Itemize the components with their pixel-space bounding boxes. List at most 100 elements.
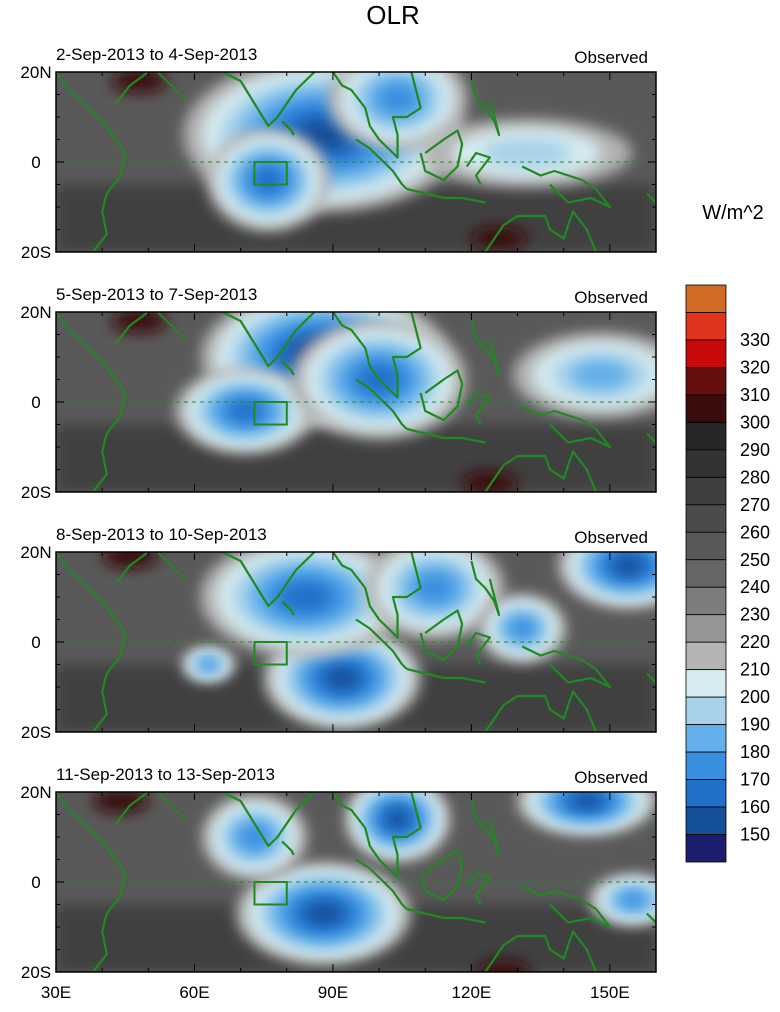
coastline-2 [115, 312, 149, 345]
warm-center-1 [111, 312, 168, 333]
warm-center-1 [111, 72, 168, 93]
colorbar-box [685, 724, 727, 753]
coastline-5 [281, 600, 295, 616]
convective-center-5-level-5 [510, 619, 535, 638]
x-tick-label: 30E [41, 983, 71, 1002]
colorbar-box [685, 367, 727, 396]
y-tick-label: 20S [21, 243, 51, 262]
colorbar-box [685, 614, 727, 643]
colorbar-box [685, 751, 727, 780]
coastline-4 [221, 312, 316, 368]
colorbar-label: 280 [740, 467, 770, 487]
coastline-7 [355, 858, 408, 910]
coastline-10 [465, 631, 491, 666]
coastline-6 [332, 72, 422, 159]
coastline-6 [332, 552, 422, 639]
colorbar-label: 260 [740, 522, 770, 542]
coastline-9 [419, 369, 464, 422]
colorbar: W/m^2 150 160 170 180 190 200 210 220 230 240 250 2… [685, 202, 770, 863]
panel-2: 20N 0 20S 5-Sep-2013 to 7-Sep-2013 Observed [20, 285, 657, 502]
index-box [253, 881, 288, 906]
coastline-6 [332, 792, 422, 879]
coastline-3 [156, 72, 186, 100]
convective-center-3-level-5 [378, 85, 417, 113]
colorbar-box [685, 806, 727, 835]
y-tick-label: 20N [20, 543, 51, 562]
coastline-12 [521, 885, 611, 929]
figure-title: OLR [366, 0, 419, 30]
coastline-11 [470, 320, 501, 377]
coastline-3 [156, 312, 186, 340]
colorbar-box [685, 779, 727, 808]
coastline-3 [156, 552, 186, 580]
coastline-13 [484, 930, 598, 972]
colorbar-label: 330 [740, 330, 770, 350]
coastline-1 [56, 552, 127, 732]
coastline-1 [56, 792, 127, 972]
y-tick-label: 0 [31, 633, 40, 652]
convective-center-2-level-7 [387, 810, 409, 828]
colorbar-label: 200 [740, 687, 770, 707]
colorbar-label: 190 [740, 715, 770, 735]
coastline-13 [484, 450, 598, 492]
coastline-13 [484, 690, 598, 732]
coastline-14 [646, 912, 656, 924]
colorbar-label: 310 [740, 385, 770, 405]
convective-center-5-level-5 [620, 893, 645, 907]
y-tick-label: 20N [20, 783, 51, 802]
colorbar-label: 290 [740, 440, 770, 460]
colorbar-label: 170 [740, 770, 770, 790]
convective-center-2-level-6 [280, 583, 330, 611]
coastline-7 [355, 618, 408, 670]
coastline-8 [406, 187, 486, 204]
coastline-1 [56, 72, 127, 252]
convective-center-1-level-7 [326, 667, 358, 689]
y-tick-label: 20N [20, 303, 51, 322]
convective-center-2-level-6 [254, 168, 283, 192]
colorbar-unit-label: W/m^2 [702, 202, 764, 224]
coastline-3 [156, 792, 186, 820]
colorbar-box [685, 586, 727, 616]
colorbar-label: 300 [740, 412, 770, 432]
coastline-8 [406, 667, 486, 684]
panel-1: 20N 0 20S 2-Sep-2013 to 4-Sep-2013 Observed [20, 45, 657, 262]
coastline-13 [484, 210, 598, 252]
panel-tag: Observed [574, 288, 648, 307]
y-tick-label: 20N [20, 63, 51, 82]
colorbar-box [685, 312, 727, 341]
index-box [253, 161, 288, 186]
coastline-2 [115, 552, 149, 585]
x-tick-label: 120E [452, 983, 492, 1002]
colorbar-label: 180 [740, 742, 770, 762]
colorbar-label: 160 [740, 797, 770, 817]
warm-center-1 [92, 792, 149, 813]
coastline-11 [470, 560, 501, 617]
panel-tag: Observed [574, 48, 648, 67]
convective-center-2-level-6 [229, 401, 262, 421]
colorbar-box [685, 284, 727, 313]
coastline-11 [470, 800, 501, 857]
panel-title: 5-Sep-2013 to 7-Sep-2013 [56, 285, 257, 304]
y-tick-label: 0 [31, 393, 40, 412]
panel-tag: Observed [574, 528, 648, 547]
coastline-6 [332, 312, 422, 399]
coastline-7 [355, 378, 408, 430]
coastline-7 [355, 138, 408, 190]
coastline-12 [521, 405, 611, 449]
colorbar-box [685, 834, 727, 863]
coastline-9 [419, 609, 464, 662]
y-tick-label: 20S [21, 963, 51, 982]
colorbar-box [685, 476, 727, 506]
panel-tag: Observed [574, 768, 648, 787]
convective-center-1-level-7 [306, 903, 342, 924]
x-tick-label: 150E [590, 983, 630, 1002]
colorbar-box [685, 339, 727, 368]
coastline-14 [646, 672, 656, 684]
x-tick-label: 90E [318, 983, 348, 1002]
panel-4: 20N 0 20S 11-Sep-2013 to 13-Sep-2013 Observe… [20, 765, 657, 1002]
convective-center-3-level-7 [614, 556, 643, 575]
panel-3: 20N 0 20S 8-Sep-2013 to 10-Sep-2013 Observed [20, 525, 657, 742]
coastline-11 [470, 80, 501, 137]
coastline-4 [221, 792, 316, 848]
